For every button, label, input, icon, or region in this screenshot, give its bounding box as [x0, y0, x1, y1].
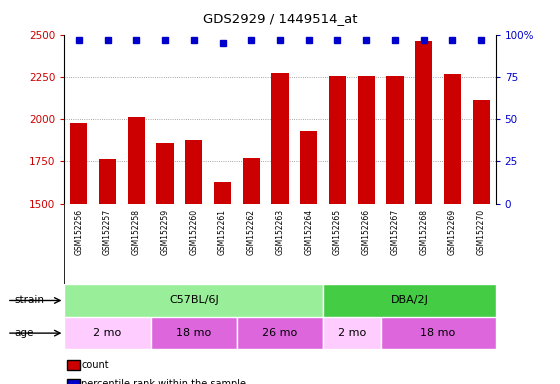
Bar: [272, 73, 288, 204]
Bar: [242, 158, 260, 204]
Text: age: age: [14, 328, 34, 338]
Bar: [300, 131, 318, 204]
Bar: [99, 159, 116, 204]
Text: 18 mo: 18 mo: [176, 328, 211, 338]
Bar: [64, 317, 151, 349]
Text: GDS2929 / 1449514_at: GDS2929 / 1449514_at: [203, 12, 357, 25]
Text: 18 mo: 18 mo: [421, 328, 456, 338]
Bar: [329, 76, 346, 204]
Text: count: count: [81, 360, 109, 370]
Text: GSM152267: GSM152267: [390, 209, 399, 255]
Text: 2 mo: 2 mo: [94, 328, 122, 338]
Text: GSM152258: GSM152258: [132, 209, 141, 255]
Text: GSM152269: GSM152269: [448, 209, 457, 255]
Text: GSM152260: GSM152260: [189, 209, 198, 255]
Text: 26 mo: 26 mo: [263, 328, 297, 338]
Text: GSM152256: GSM152256: [74, 209, 83, 255]
Bar: [237, 317, 323, 349]
Text: GSM152261: GSM152261: [218, 209, 227, 255]
Text: strain: strain: [14, 295, 44, 306]
Text: GSM152268: GSM152268: [419, 209, 428, 255]
Bar: [444, 74, 461, 204]
Bar: [358, 76, 375, 204]
Bar: [381, 317, 496, 349]
Text: GSM152270: GSM152270: [477, 209, 486, 255]
Text: GSM152265: GSM152265: [333, 209, 342, 255]
Text: 2 mo: 2 mo: [338, 328, 366, 338]
Bar: [415, 41, 432, 204]
Bar: [70, 123, 87, 204]
Bar: [323, 317, 381, 349]
Bar: [323, 284, 496, 317]
Text: GSM152264: GSM152264: [304, 209, 313, 255]
Bar: [156, 143, 174, 204]
Text: GSM152266: GSM152266: [362, 209, 371, 255]
Text: C57BL/6J: C57BL/6J: [169, 295, 218, 306]
Text: DBA/2J: DBA/2J: [390, 295, 428, 306]
Text: GSM152259: GSM152259: [161, 209, 170, 255]
Bar: [64, 284, 323, 317]
Text: GSM152263: GSM152263: [276, 209, 284, 255]
Bar: [185, 140, 202, 204]
Bar: [151, 317, 237, 349]
Text: percentile rank within the sample: percentile rank within the sample: [81, 379, 246, 384]
Text: GSM152262: GSM152262: [247, 209, 256, 255]
Bar: [386, 76, 404, 204]
Text: GSM152257: GSM152257: [103, 209, 112, 255]
Bar: [128, 118, 145, 204]
Bar: [214, 182, 231, 204]
Bar: [473, 101, 490, 204]
